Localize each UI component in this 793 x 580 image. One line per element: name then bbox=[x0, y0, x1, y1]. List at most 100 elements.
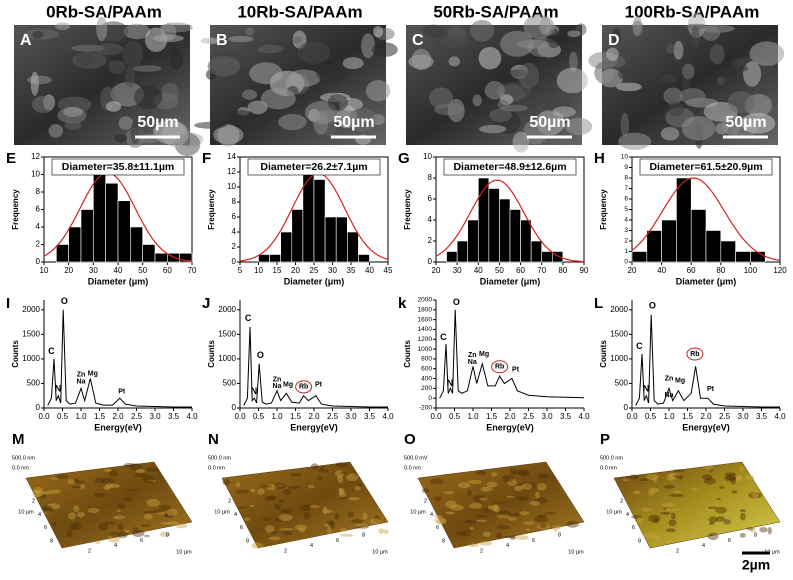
afm-texture bbox=[434, 516, 446, 525]
x-tick-label: 0.0 bbox=[626, 412, 638, 421]
sem-texture bbox=[611, 28, 621, 46]
y-tick-label: 10 bbox=[31, 170, 40, 179]
x-tick-label: 0.0 bbox=[38, 412, 50, 421]
sem-texture bbox=[682, 63, 695, 80]
afm-texture bbox=[697, 512, 707, 516]
x-tick-label: 80 bbox=[716, 266, 725, 275]
afm-texture bbox=[625, 476, 631, 483]
afm-texture bbox=[167, 521, 180, 526]
sem-texture bbox=[132, 65, 162, 72]
x-tick-label: 0.5 bbox=[449, 412, 461, 421]
sem-texture bbox=[668, 101, 685, 117]
histogram-bar bbox=[56, 244, 69, 263]
histogram-bar bbox=[467, 219, 479, 263]
afm-texture bbox=[382, 529, 389, 534]
axis-tick-left: 6 bbox=[44, 525, 47, 531]
afm-texture bbox=[739, 532, 746, 538]
afm-texture bbox=[362, 512, 368, 520]
sem-texture bbox=[518, 62, 540, 89]
y-tick-label: 1600 bbox=[418, 316, 433, 323]
panel-letter: k bbox=[398, 295, 407, 312]
axis-tick-bottom: 6 bbox=[728, 538, 731, 544]
axis-tick-left: 2 bbox=[228, 499, 231, 505]
x-tick-label: 30 bbox=[328, 266, 337, 275]
afm-texture bbox=[740, 512, 746, 521]
afm-texture bbox=[529, 500, 541, 506]
afm-texture bbox=[723, 519, 731, 525]
axis-tick-left: 2 bbox=[32, 499, 35, 505]
panel-letter: P bbox=[600, 431, 610, 448]
afm-texture bbox=[665, 506, 672, 512]
sem-texture bbox=[123, 23, 151, 40]
afm-texture bbox=[311, 463, 319, 470]
sem-texture bbox=[720, 64, 749, 73]
afm-texture bbox=[347, 511, 355, 518]
x-tick-label: 4.0 bbox=[382, 412, 394, 421]
panel-letter: H bbox=[594, 150, 605, 167]
y-tick-label: 1000 bbox=[22, 354, 40, 363]
afm-texture bbox=[526, 482, 537, 489]
y-tick-label: 10 bbox=[423, 152, 432, 161]
axis-label-right: 10 µm bbox=[176, 549, 192, 555]
afm-texture bbox=[518, 482, 531, 487]
panel-title: 50Rb-SA/PAAm bbox=[433, 2, 558, 21]
x-tick-label: 30 bbox=[89, 266, 98, 275]
histogram-bar bbox=[258, 254, 270, 263]
afm-texture bbox=[469, 503, 482, 509]
afm-texture bbox=[443, 491, 455, 495]
afm-texture bbox=[157, 511, 169, 515]
afm-texture bbox=[725, 473, 737, 481]
afm-texture bbox=[731, 490, 738, 494]
afm-texture bbox=[472, 494, 486, 502]
afm-texture bbox=[445, 500, 457, 509]
histogram-bar bbox=[456, 240, 469, 263]
afm-texture bbox=[146, 479, 157, 482]
afm-texture bbox=[537, 514, 547, 517]
sem-texture bbox=[225, 110, 255, 122]
histogram-bar bbox=[631, 251, 648, 263]
afm-surface bbox=[417, 461, 585, 549]
afm-texture bbox=[164, 511, 176, 519]
axis-tick-left: 4 bbox=[38, 512, 41, 518]
y-axis-label: Frequency bbox=[11, 189, 20, 230]
afm-texture bbox=[482, 531, 491, 537]
sem-texture bbox=[512, 131, 530, 153]
annotation-box bbox=[51, 158, 185, 176]
afm-texture bbox=[631, 514, 643, 519]
afm-texture bbox=[434, 496, 443, 502]
sem-texture bbox=[31, 95, 55, 114]
afm-texture bbox=[739, 509, 746, 513]
afm-texture bbox=[251, 542, 264, 549]
afm-texture bbox=[739, 466, 744, 471]
x-tick-label: 1.5 bbox=[682, 412, 694, 421]
peak-label: N bbox=[251, 386, 258, 396]
x-tick-label: 60 bbox=[163, 266, 172, 275]
afm-texture bbox=[503, 535, 516, 539]
sem-texture bbox=[125, 65, 136, 88]
axis-tick-left: 6 bbox=[240, 525, 243, 531]
x-tick-label: 25 bbox=[310, 266, 319, 275]
afm-texture bbox=[736, 475, 742, 483]
sem-texture bbox=[122, 41, 144, 68]
afm-texture bbox=[648, 514, 661, 523]
sem-texture bbox=[133, 85, 163, 110]
afm-texture bbox=[266, 484, 277, 491]
sem-texture bbox=[278, 113, 307, 131]
sem-texture bbox=[76, 51, 95, 67]
afm-texture bbox=[142, 510, 156, 514]
scale-bar-label: 2µm bbox=[742, 557, 770, 573]
histogram-bar bbox=[324, 216, 337, 263]
peak-label: O bbox=[61, 296, 68, 306]
afm-texture bbox=[450, 504, 464, 511]
histogram-bar bbox=[68, 226, 82, 263]
afm-texture bbox=[534, 515, 549, 523]
sem-texture bbox=[30, 71, 39, 96]
afm-texture bbox=[122, 497, 132, 502]
z-bottom-label: 0.0 nm bbox=[600, 465, 617, 471]
afm-texture bbox=[274, 502, 282, 510]
afm-texture bbox=[66, 529, 73, 538]
afm-texture bbox=[48, 489, 61, 494]
afm-texture bbox=[672, 469, 685, 472]
peak-circle bbox=[295, 380, 313, 394]
sem-texture bbox=[411, 48, 432, 71]
